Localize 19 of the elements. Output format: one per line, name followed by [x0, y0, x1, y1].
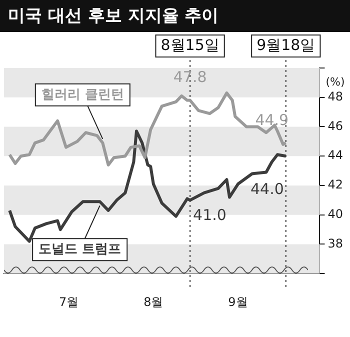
x-tick-label: 9월: [228, 294, 248, 309]
x-tick-label: 8월: [144, 294, 164, 309]
y-tick-label: 46: [328, 118, 344, 133]
y-tick-label: 38: [328, 236, 344, 250]
y-tick-label: 42: [328, 178, 344, 192]
annotation: 44.0: [250, 180, 284, 198]
annotation: 44.9: [255, 110, 289, 129]
annotation: 41.0: [193, 206, 226, 224]
annotation: 47.8: [173, 68, 207, 86]
x-tick-label: 7월: [59, 294, 79, 309]
ref-line-label: 8월15일: [160, 36, 220, 54]
series-label: 힐러리 클린턴: [41, 87, 124, 102]
ref-line-label: 9월18일: [256, 36, 316, 54]
series-label: 도널드 트럼프: [38, 242, 122, 258]
y-tick-label: 44: [328, 148, 344, 162]
y-axis-title: (%): [326, 76, 345, 89]
chart-title: 미국 대선 후보 지지율 추이: [0, 0, 350, 32]
y-tick-label: 48: [328, 89, 344, 104]
y-tick-label: 40: [328, 206, 344, 221]
